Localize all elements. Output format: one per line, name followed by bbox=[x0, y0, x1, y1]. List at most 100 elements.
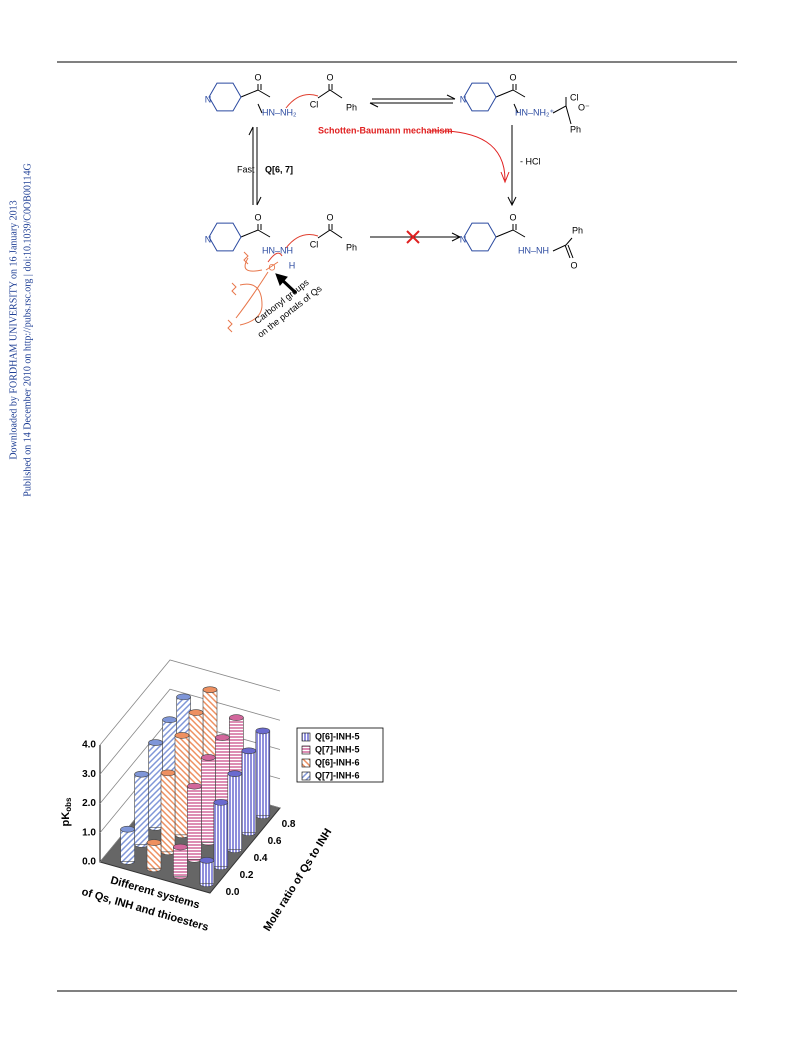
bar-top bbox=[199, 857, 215, 864]
pyridine-ring bbox=[463, 222, 497, 252]
scheme-label: Cl bbox=[570, 92, 579, 102]
rings bbox=[208, 82, 497, 252]
bar-top bbox=[188, 709, 204, 716]
scheme-label: O bbox=[326, 72, 333, 82]
bar bbox=[227, 773, 243, 851]
scheme-label: Schotten-Baumann mechanism bbox=[318, 125, 453, 135]
scheme-label: H bbox=[289, 260, 296, 270]
equilibrium-arrow bbox=[369, 94, 456, 108]
bar-top bbox=[134, 770, 149, 778]
curved-arrow bbox=[267, 252, 283, 263]
bar-top bbox=[215, 734, 230, 741]
scheme-label: Cl bbox=[310, 99, 319, 109]
legend-label: Q[6]-INH-5 bbox=[315, 731, 360, 741]
margin-note: Published on 14 December 2010 on http://… bbox=[22, 163, 33, 496]
portal-curve bbox=[235, 257, 279, 326]
y-axis-title: pKobs bbox=[60, 797, 73, 826]
bar bbox=[160, 772, 176, 853]
chart: 0.01.02.03.04.0pKobs0.00.20.40.60.8Mole … bbox=[60, 659, 384, 934]
scheme-label: O bbox=[326, 212, 333, 222]
scheme-label: Fast bbox=[237, 164, 255, 174]
margin-note: Downloaded by FORDHAM UNIVERSITY on 16 J… bbox=[8, 200, 19, 459]
y-tick-label: 4.0 bbox=[82, 740, 96, 751]
y-axis-title-main: pK bbox=[60, 812, 72, 827]
bar-top bbox=[173, 843, 188, 851]
x-tick-label: 0.0 bbox=[226, 887, 240, 898]
scheme-label: N bbox=[205, 234, 212, 244]
scheme-label: O bbox=[509, 72, 516, 82]
scheme-label: Ph bbox=[346, 102, 357, 112]
bar-top bbox=[241, 747, 257, 755]
legend-label: Q[6]-INH-6 bbox=[315, 757, 360, 767]
legend-swatch bbox=[301, 771, 311, 781]
equilibrium-arrow bbox=[248, 126, 262, 206]
grid-line bbox=[99, 688, 281, 775]
bar-top bbox=[160, 769, 176, 777]
scheme-label: O⁻ bbox=[578, 102, 590, 112]
pyridine-ring bbox=[208, 222, 242, 252]
bar bbox=[201, 757, 216, 843]
bar-top bbox=[176, 693, 191, 701]
y-tick-label: 2.0 bbox=[82, 798, 96, 809]
blocked-mark bbox=[406, 230, 420, 244]
scheme-label: Ph bbox=[346, 242, 357, 252]
scheme-label: Ph bbox=[572, 225, 583, 235]
legend-label: Q[7]-INH-5 bbox=[315, 744, 360, 754]
bar bbox=[187, 785, 202, 860]
bar bbox=[241, 750, 257, 834]
bar-top bbox=[201, 754, 216, 761]
scheme-label: Ph bbox=[570, 124, 581, 134]
bar bbox=[173, 846, 188, 877]
scheme bbox=[227, 84, 574, 333]
bond bbox=[495, 84, 572, 125]
scheme-label: HN–NH bbox=[518, 245, 549, 255]
legend-swatch bbox=[301, 758, 311, 768]
legend-swatch bbox=[301, 732, 311, 742]
bar-top bbox=[187, 782, 202, 790]
legend-box bbox=[296, 727, 384, 783]
scheme-label: O bbox=[254, 212, 261, 222]
scheme-label: Q[6, 7] bbox=[265, 164, 293, 174]
x-tick-label: 0.8 bbox=[282, 819, 296, 830]
scheme-label: O bbox=[509, 212, 516, 222]
bar-top bbox=[213, 799, 229, 806]
scheme-label: - HCl bbox=[520, 156, 541, 166]
scheme-label: N bbox=[460, 94, 467, 104]
bar bbox=[134, 773, 149, 845]
x-tick-label: 0.6 bbox=[268, 836, 282, 847]
bar-top bbox=[162, 716, 177, 724]
scheme-label: O bbox=[570, 260, 577, 270]
scheme-label: Cl bbox=[310, 239, 319, 249]
y-tick-label: 1.0 bbox=[82, 827, 96, 838]
y-tick-label: 0.0 bbox=[82, 857, 96, 868]
scheme-label: O bbox=[254, 72, 261, 82]
arrow bbox=[507, 125, 517, 207]
y-tick-label: 3.0 bbox=[82, 769, 96, 780]
bar-top bbox=[146, 839, 162, 846]
scheme-label: HN–NH₂ bbox=[262, 107, 297, 117]
mechanism-arrow bbox=[429, 130, 510, 184]
scheme-label: N bbox=[205, 94, 212, 104]
pointer-arrow-head bbox=[275, 273, 288, 286]
x-tick-label: 0.4 bbox=[254, 853, 268, 864]
legend-label: Q[7]-INH-6 bbox=[315, 770, 360, 780]
bar bbox=[255, 730, 271, 817]
curved-arrow bbox=[285, 94, 319, 109]
bar-top bbox=[174, 732, 190, 739]
bar-top bbox=[255, 727, 271, 735]
arrow bbox=[370, 232, 462, 242]
bar bbox=[146, 842, 162, 870]
portal-squiggle bbox=[227, 251, 249, 333]
scheme-label: HN–NH₂⁺ bbox=[515, 107, 554, 117]
bond bbox=[495, 224, 574, 259]
bar bbox=[213, 802, 229, 868]
bond bbox=[240, 84, 271, 114]
bond bbox=[240, 224, 271, 238]
bond bbox=[317, 224, 343, 239]
scheme-label: HN–NH bbox=[262, 245, 293, 255]
curved-arrow bbox=[285, 234, 319, 249]
bar-top bbox=[120, 825, 135, 833]
